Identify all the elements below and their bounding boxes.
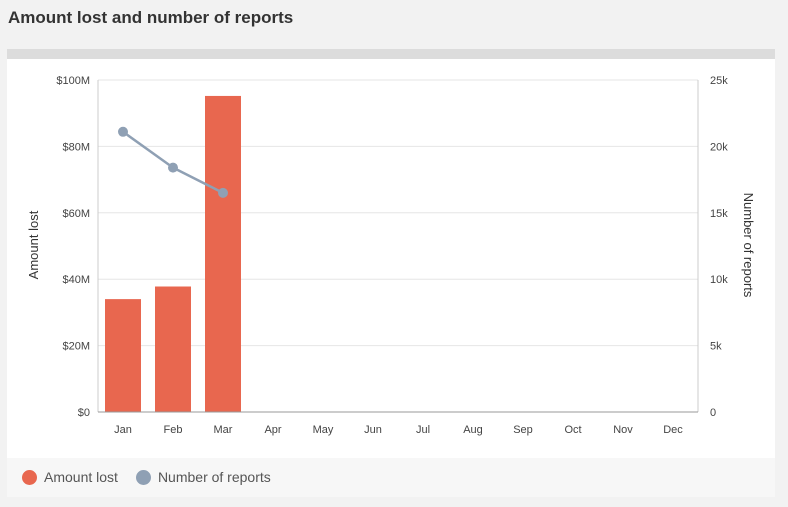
legend-swatch-number-of-reports xyxy=(135,469,151,485)
y-tick-label-left: $80M xyxy=(62,141,90,153)
x-tick-label: Sep xyxy=(513,424,533,436)
y-tick-label-left: $60M xyxy=(62,208,90,220)
x-tick-label: Mar xyxy=(214,424,233,436)
legend-item-amount-lost[interactable]: Amount lost xyxy=(22,469,118,485)
y-tick-label-left: $0 xyxy=(78,407,90,419)
chart-title: Amount lost and number of reports xyxy=(8,8,294,27)
x-tick-label: Apr xyxy=(264,424,281,436)
y-tick-label-right: 5k xyxy=(710,341,722,353)
legend-swatch-amount-lost xyxy=(22,469,37,485)
point-number-of-reports xyxy=(118,126,128,137)
y-tick-label-right: 10k xyxy=(710,274,728,286)
x-tick-label: Oct xyxy=(564,424,581,436)
bar-amount-lost xyxy=(155,286,191,412)
y-tick-label-right: 0 xyxy=(710,407,716,419)
bar-amount-lost xyxy=(205,95,241,412)
panel-header-bar xyxy=(7,49,775,59)
y-axis-right-title: Number of reports xyxy=(741,193,756,298)
line-layer xyxy=(118,126,228,198)
y-tick-label-right: 15k xyxy=(710,208,728,220)
y-tick-label-left: $40M xyxy=(62,274,90,286)
x-tick-label: Feb xyxy=(164,424,183,436)
legend-area xyxy=(7,458,775,497)
x-tick-label: Jun xyxy=(364,424,382,436)
bar-amount-lost xyxy=(105,299,141,412)
y-axis-left-title: Amount lost xyxy=(26,210,41,279)
point-number-of-reports xyxy=(218,187,228,198)
bars-layer xyxy=(105,95,241,412)
x-tick-label: Nov xyxy=(613,424,633,436)
y-tick-label-right: 20k xyxy=(710,141,728,153)
chart-panel xyxy=(7,59,775,497)
x-tick-label: Aug xyxy=(463,424,483,436)
legend: Amount lost Number of reports xyxy=(22,469,289,485)
y-tick-label-left: $20M xyxy=(62,341,90,353)
legend-item-number-of-reports[interactable]: Number of reports xyxy=(135,469,271,485)
point-number-of-reports xyxy=(168,162,178,173)
legend-label-amount-lost: Amount lost xyxy=(44,469,118,485)
axis-layer: $0 $20M $40M $60M $80M $100M 0 5k 10k 15k 20k 25k Ja… xyxy=(56,75,728,436)
y-tick-label-left: $100M xyxy=(56,75,90,87)
x-tick-label: May xyxy=(313,424,334,436)
y-tick-label-right: 25k xyxy=(710,75,728,87)
x-tick-label: Jul xyxy=(416,424,430,436)
x-tick-label: Dec xyxy=(663,424,683,436)
grid-layer xyxy=(98,79,698,347)
legend-label-number-of-reports: Number of reports xyxy=(157,469,271,485)
x-tick-label: Jan xyxy=(114,424,132,436)
